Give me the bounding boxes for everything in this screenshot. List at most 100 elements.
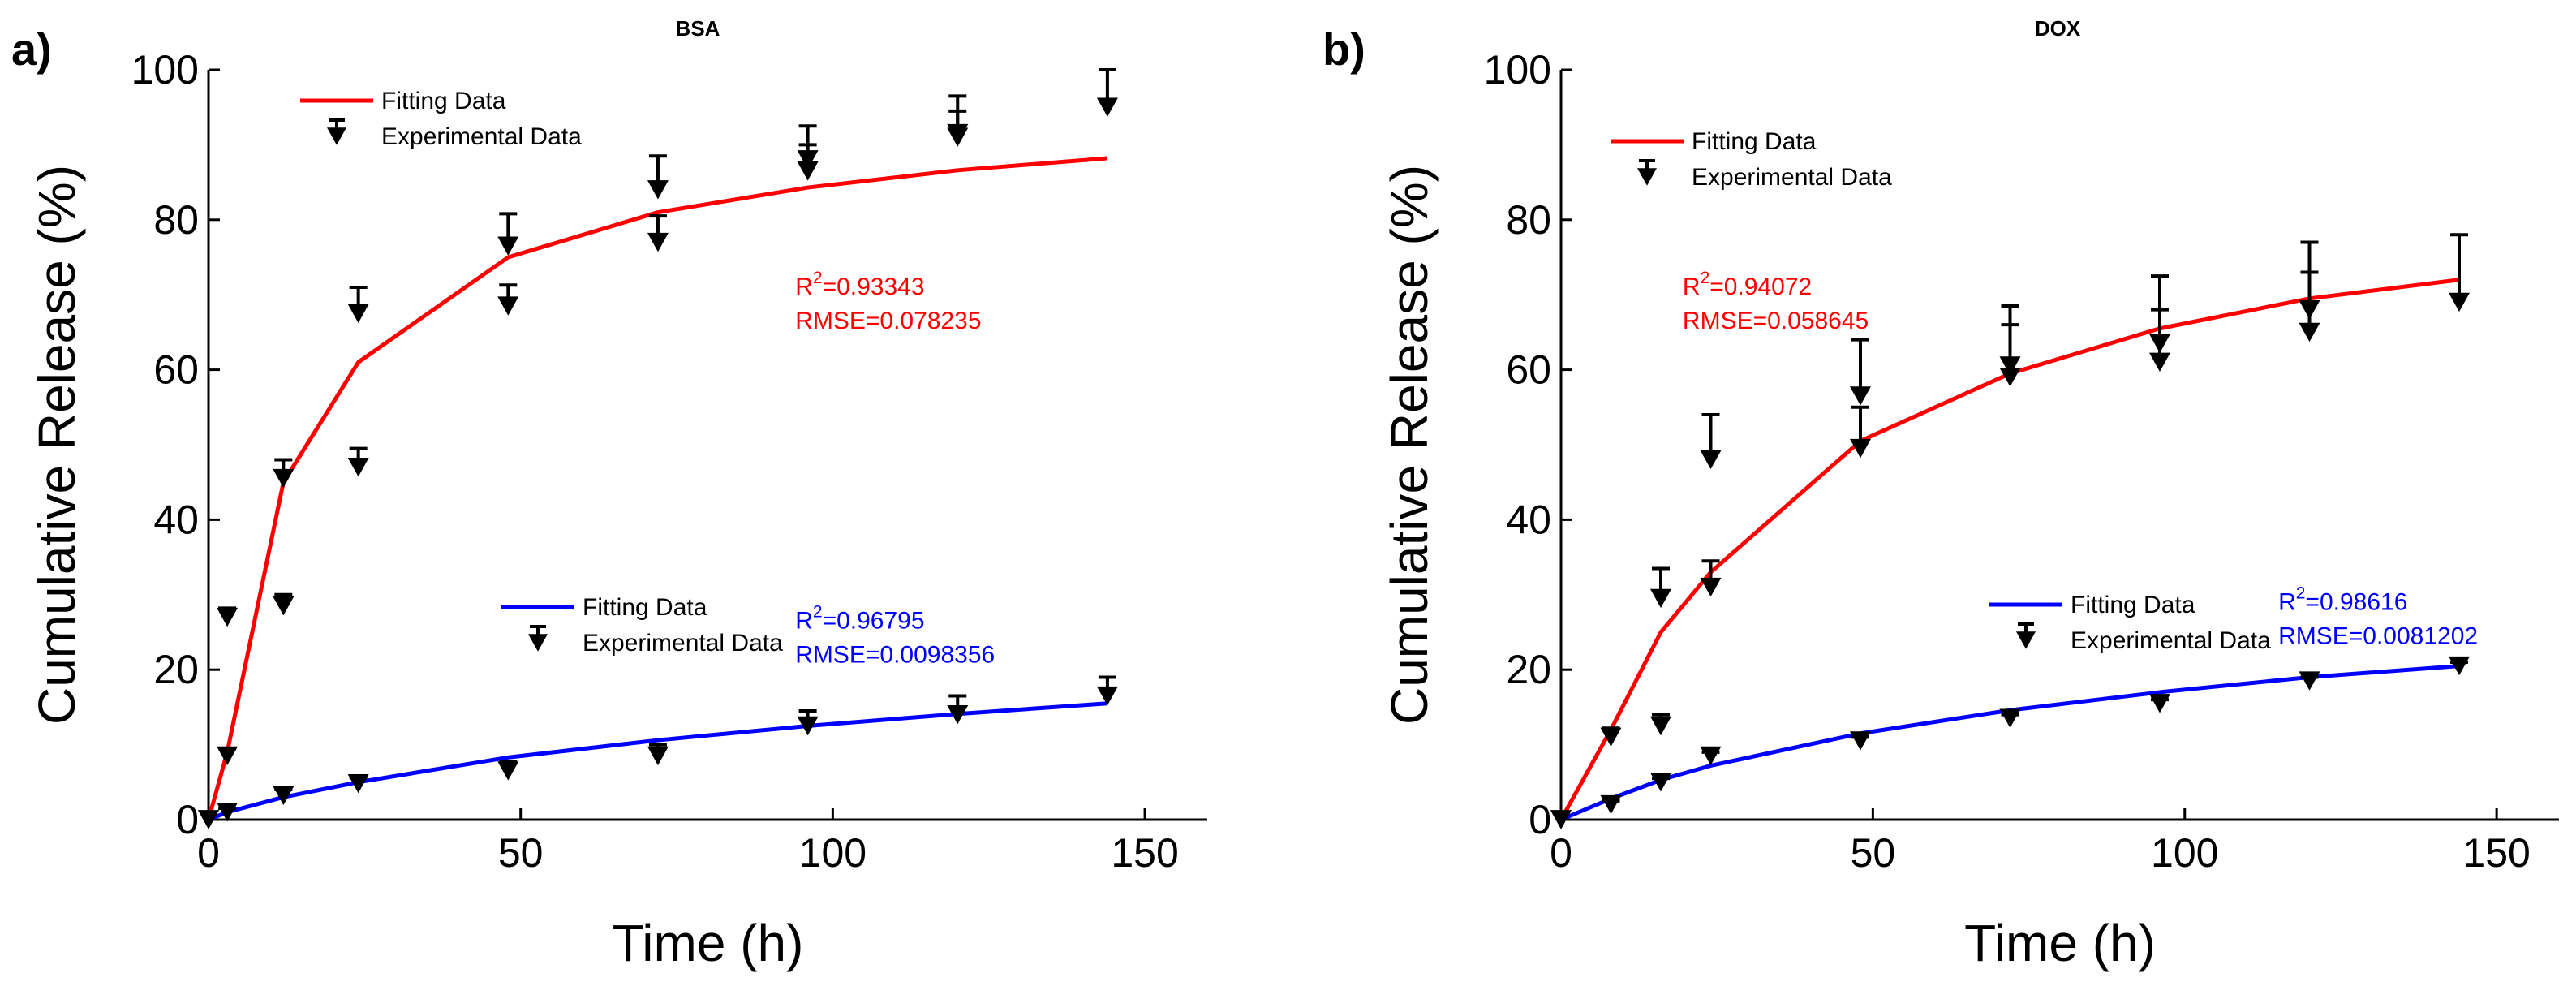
r-squared-symbol: R bbox=[795, 607, 813, 634]
data-point bbox=[1650, 716, 1671, 736]
data-point bbox=[2299, 322, 2320, 342]
data-point bbox=[1600, 727, 1622, 747]
r-squared-value: =0.93343 bbox=[823, 273, 925, 300]
y-tick-label: 0 bbox=[176, 797, 199, 842]
fit-line-blue bbox=[208, 701, 1108, 822]
data-point bbox=[1850, 731, 1871, 751]
rmse-label: RMSE=0.0098356 bbox=[795, 641, 995, 668]
fit-stats-blue: R2=0.98616 RMSE=0.0081202 bbox=[2278, 583, 2478, 649]
data-point bbox=[1600, 794, 1622, 815]
r-squared-symbol: R bbox=[2278, 588, 2296, 615]
data-point bbox=[1096, 97, 1118, 117]
legend-marker bbox=[2016, 631, 2036, 649]
data-point bbox=[497, 236, 519, 256]
data-point bbox=[1650, 773, 1671, 792]
experimental-series-blue bbox=[198, 675, 1118, 829]
experimental-series-red bbox=[1550, 233, 2470, 829]
fit-stats-red: R2=0.93343 RMSE=0.078235 bbox=[795, 269, 981, 334]
data-point bbox=[1999, 368, 2021, 387]
chart-title: DOX bbox=[2035, 16, 2081, 41]
r-squared-value: =0.98616 bbox=[2305, 588, 2407, 615]
data-point bbox=[2449, 656, 2470, 676]
panel-b: b) DOX 0 50 100 150 0 20 40 60 80 100 Time (h) Cumula… bbox=[1322, 16, 2559, 972]
legend-fit-label: Fitting Data bbox=[1692, 128, 1817, 155]
y-tick-label: 20 bbox=[153, 647, 199, 692]
panel-a: a) BSA 0 50 100 150 0 20 40 60 80 100 Time (h) Cumula… bbox=[11, 16, 1207, 972]
data-point bbox=[497, 761, 519, 781]
y-tick-label: 0 bbox=[1529, 797, 1551, 842]
r-squared-symbol: R bbox=[795, 273, 813, 300]
data-point bbox=[2299, 671, 2320, 691]
x-axis-title: Time (h) bbox=[1964, 914, 2156, 972]
y-tick-label: 40 bbox=[153, 497, 199, 542]
r-squared-superscript: 2 bbox=[1701, 269, 1710, 287]
legend-data-label: Experimental Data bbox=[381, 123, 582, 150]
r-squared-value: =0.96795 bbox=[823, 607, 925, 634]
r-squared-superscript: 2 bbox=[2296, 583, 2306, 602]
fit-stats-red: R2=0.94072 RMSE=0.058645 bbox=[1683, 269, 1869, 334]
data-point bbox=[1650, 588, 1671, 609]
legend-marker bbox=[327, 127, 346, 145]
legend-marker bbox=[1637, 168, 1657, 186]
r-squared-label: R2=0.94072 bbox=[1683, 269, 1812, 300]
y-axis-title: Cumulative Release (%) bbox=[1380, 165, 1439, 725]
data-point bbox=[347, 304, 369, 323]
legend-marker bbox=[528, 634, 548, 652]
legend-red: Fitting Data Experimental Data bbox=[300, 88, 582, 150]
data-point bbox=[217, 746, 239, 766]
data-point bbox=[1096, 686, 1118, 706]
experimental-series-blue bbox=[1550, 656, 2470, 829]
x-tick-label: 0 bbox=[197, 830, 220, 876]
data-point bbox=[1700, 450, 1722, 470]
data-point bbox=[797, 161, 819, 181]
panel-label: a) bbox=[11, 24, 52, 75]
data-point bbox=[497, 296, 519, 316]
data-point bbox=[647, 746, 669, 766]
x-tick-label: 50 bbox=[1851, 830, 1896, 876]
chart-title: BSA bbox=[676, 16, 720, 41]
data-point bbox=[1550, 810, 1572, 829]
data-point bbox=[797, 716, 819, 736]
data-point bbox=[1700, 577, 1722, 597]
legend-fit-label: Fitting Data bbox=[2071, 592, 2195, 618]
rmse-label: RMSE=0.078235 bbox=[795, 308, 981, 334]
fit-line-red bbox=[206, 156, 1108, 820]
data-point bbox=[947, 127, 969, 147]
data-point bbox=[647, 180, 669, 200]
y-tick-label: 60 bbox=[1506, 347, 1551, 393]
y-tick-label: 80 bbox=[1506, 197, 1551, 243]
x-tick-label: 50 bbox=[498, 830, 544, 876]
x-tick-label: 150 bbox=[2462, 830, 2530, 876]
data-point bbox=[273, 468, 295, 489]
panel-label: b) bbox=[1322, 24, 1365, 75]
data-point bbox=[2149, 694, 2170, 713]
y-tick-label: 100 bbox=[131, 47, 199, 93]
x-tick-label: 100 bbox=[799, 830, 867, 876]
fit-stats-blue: R2=0.96795 RMSE=0.0098356 bbox=[795, 602, 995, 668]
data-point bbox=[347, 458, 369, 477]
legend-data-label: Experimental Data bbox=[1692, 164, 1892, 191]
data-point bbox=[273, 786, 295, 806]
data-point bbox=[647, 232, 669, 252]
legend-fit-label: Fitting Data bbox=[583, 594, 707, 621]
r-squared-label: R2=0.98616 bbox=[2278, 583, 2407, 615]
r-squared-superscript: 2 bbox=[813, 602, 823, 621]
rmse-label: RMSE=0.058645 bbox=[1683, 308, 1869, 334]
legend-data-label: Experimental Data bbox=[2071, 627, 2271, 654]
r-squared-label: R2=0.96795 bbox=[795, 602, 924, 634]
data-point bbox=[1999, 708, 2021, 728]
data-point bbox=[217, 803, 239, 822]
legend-fit-label: Fitting Data bbox=[381, 88, 506, 114]
data-point bbox=[1850, 386, 1871, 406]
data-point bbox=[273, 596, 295, 616]
y-tick-label: 40 bbox=[1506, 497, 1551, 542]
y-tick-label: 100 bbox=[1484, 47, 1551, 93]
y-tick-label: 20 bbox=[1506, 647, 1551, 692]
r-squared-symbol: R bbox=[1683, 273, 1701, 300]
experimental-series-red bbox=[198, 68, 1118, 829]
x-tick-label: 0 bbox=[1550, 830, 1572, 876]
fit-line-blue bbox=[1560, 664, 2460, 822]
data-point bbox=[2449, 292, 2470, 312]
